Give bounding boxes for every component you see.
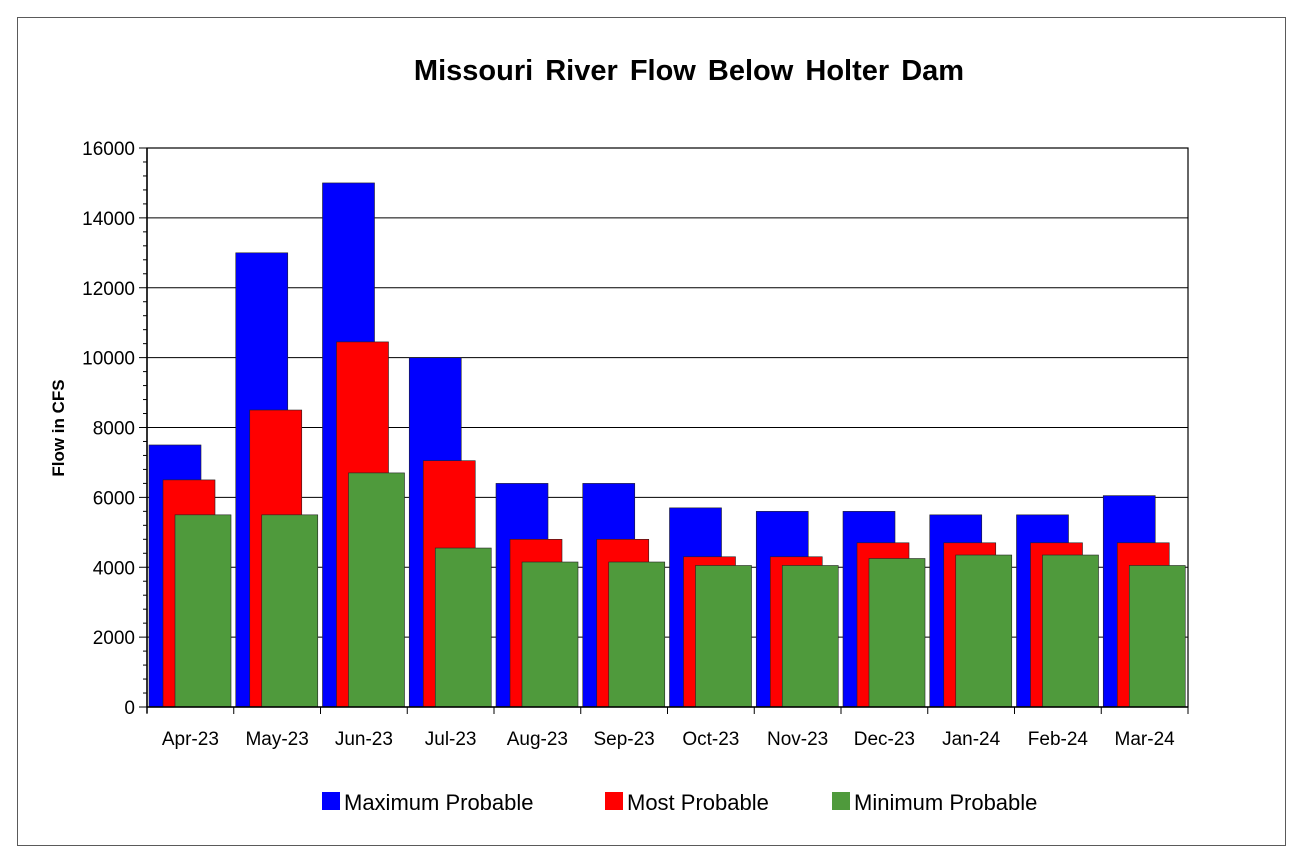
- legend-swatch-maximum-probable: [322, 792, 340, 810]
- x-tick-label-sep-23: Sep-23: [593, 729, 654, 750]
- legend-label-most-probable: Most Probable: [627, 790, 769, 815]
- x-tick-label-mar-24: Mar-24: [1115, 729, 1176, 750]
- y-tick-label-16000: 16000: [82, 139, 135, 160]
- x-tick-label-apr-23: Apr-23: [162, 729, 219, 750]
- y-tick-label-4000: 4000: [93, 558, 135, 579]
- bar-minimum-probable-dec-23: [868, 558, 926, 708]
- y-tick-label-2000: 2000: [93, 628, 135, 649]
- x-tick-label-jun-23: Jun-23: [335, 729, 393, 750]
- bar-minimum-probable-jun-23: [348, 472, 405, 708]
- bar-minimum-probable-apr-23: [174, 514, 232, 708]
- x-tick-label-jan-24: Jan-24: [942, 729, 1001, 750]
- legend-swatch-minimum-probable: [832, 792, 850, 810]
- x-tick-label-aug-23: Aug-23: [507, 729, 568, 750]
- y-tick-label-14000: 14000: [82, 209, 135, 230]
- bar-minimum-probable-may-23: [261, 514, 319, 708]
- bar-minimum-probable-jul-23: [434, 547, 492, 708]
- bar-minimum-probable-sep-23: [608, 561, 666, 708]
- axes: [139, 147, 1189, 714]
- x-tick-labels: Apr-23 May-23 Jun-23 Jul-23 Aug-23 Sep-23 Oct-…: [162, 729, 1175, 750]
- x-tick-label-nov-23: Nov-23: [767, 729, 828, 750]
- legend: Maximum Probable Most Probable Minimum Pro…: [322, 790, 1037, 815]
- bar-minimum-probable-mar-24: [1128, 565, 1186, 708]
- y-axis-label: Flow in CFS: [49, 379, 68, 476]
- legend-label-maximum-probable: Maximum Probable: [344, 790, 534, 815]
- bar-minimum-probable-nov-23: [781, 565, 839, 708]
- bars: [148, 182, 1186, 708]
- x-tick-label-oct-23: Oct-23: [682, 729, 739, 750]
- y-tick-labels: 0 2000 4000 6000 8000 10000 12000 14000 16000: [82, 139, 135, 719]
- y-tick-label-0: 0: [124, 698, 135, 719]
- bar-minimum-probable-oct-23: [695, 565, 752, 708]
- gridlines: [147, 147, 1188, 638]
- legend-label-minimum-probable: Minimum Probable: [854, 790, 1037, 815]
- x-tick-label-may-23: May-23: [245, 729, 308, 750]
- y-tick-label-6000: 6000: [93, 488, 135, 509]
- x-tick-label-jul-23: Jul-23: [425, 729, 477, 750]
- chart-frame: [17, 17, 1286, 846]
- y-tick-label-10000: 10000: [82, 349, 135, 370]
- y-tick-label-12000: 12000: [82, 279, 135, 300]
- x-tick-label-feb-24: Feb-24: [1028, 729, 1089, 750]
- x-tick-label-dec-23: Dec-23: [854, 729, 915, 750]
- y-tick-label-8000: 8000: [93, 419, 135, 440]
- chart-title: Missouri River Flow Below Holter Dam: [414, 55, 964, 87]
- bar-minimum-probable-jan-24: [955, 554, 1013, 708]
- bar-minimum-probable-feb-24: [1042, 554, 1099, 708]
- bar-minimum-probable-aug-23: [521, 561, 579, 708]
- legend-swatch-most-probable: [605, 792, 623, 810]
